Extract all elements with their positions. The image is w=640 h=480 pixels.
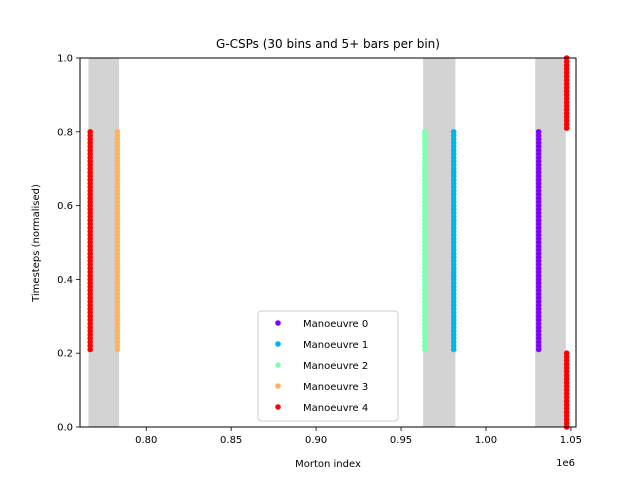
legend-marker <box>275 362 281 368</box>
y-tick-label: 0.8 <box>57 127 73 138</box>
y-axis-label: Timesteps (normalised) <box>31 184 42 303</box>
x-tick-label: 0.80 <box>135 435 157 446</box>
shaded-band <box>88 58 120 427</box>
data-point <box>114 129 121 135</box>
axes-frame <box>79 57 577 428</box>
legend-label: Manoeuvre 4 <box>303 403 368 414</box>
data-point <box>563 350 570 357</box>
x-tick-label: 0.95 <box>390 435 412 446</box>
legend-label: Manoeuvre 0 <box>303 319 368 330</box>
y-axis-ticks: 0.0 0.2 0.4 0.6 0.8 1.0 <box>57 54 80 434</box>
y-tick-label: 0.6 <box>57 201 73 212</box>
x-axis-ticks: 0.80 0.85 0.90 0.95 1.00 1.05 <box>135 427 582 446</box>
legend-marker <box>275 404 281 410</box>
data-point <box>422 129 428 135</box>
y-tick-label: 0.4 <box>57 275 73 286</box>
x-tick-label: 0.85 <box>220 435 242 446</box>
legend-marker <box>275 341 281 347</box>
points-group <box>87 55 570 430</box>
legend-box <box>257 310 399 422</box>
data-point <box>87 129 93 135</box>
legend-label: Manoeuvre 1 <box>303 340 368 351</box>
x-tick-label: 1.00 <box>475 435 497 446</box>
chart-title: G-CSPs (30 bins and 5+ bars per bin) <box>216 37 440 51</box>
legend-marker <box>275 320 281 326</box>
shaded-band <box>423 58 456 427</box>
x-axis-label: Morton index <box>295 459 361 470</box>
y-tick-label: 0.2 <box>57 349 73 360</box>
x-axis-offset-label: 1e6 <box>556 458 575 469</box>
legend-label: Manoeuvre 3 <box>303 382 368 393</box>
data-point <box>450 129 457 135</box>
y-tick-label: 0.0 <box>57 423 73 434</box>
data-point <box>535 129 542 135</box>
band-group <box>88 58 566 427</box>
x-tick-label: 1.05 <box>560 435 582 446</box>
legend-marker <box>275 383 281 389</box>
x-tick-label: 0.90 <box>305 435 327 446</box>
legend: Manoeuvre 0 Manoeuvre 1 Manoeuvre 2 Manoeuv… <box>257 310 399 422</box>
plot-area <box>87 55 570 430</box>
y-tick-label: 1.0 <box>57 54 73 65</box>
legend-label: Manoeuvre 2 <box>303 361 368 372</box>
